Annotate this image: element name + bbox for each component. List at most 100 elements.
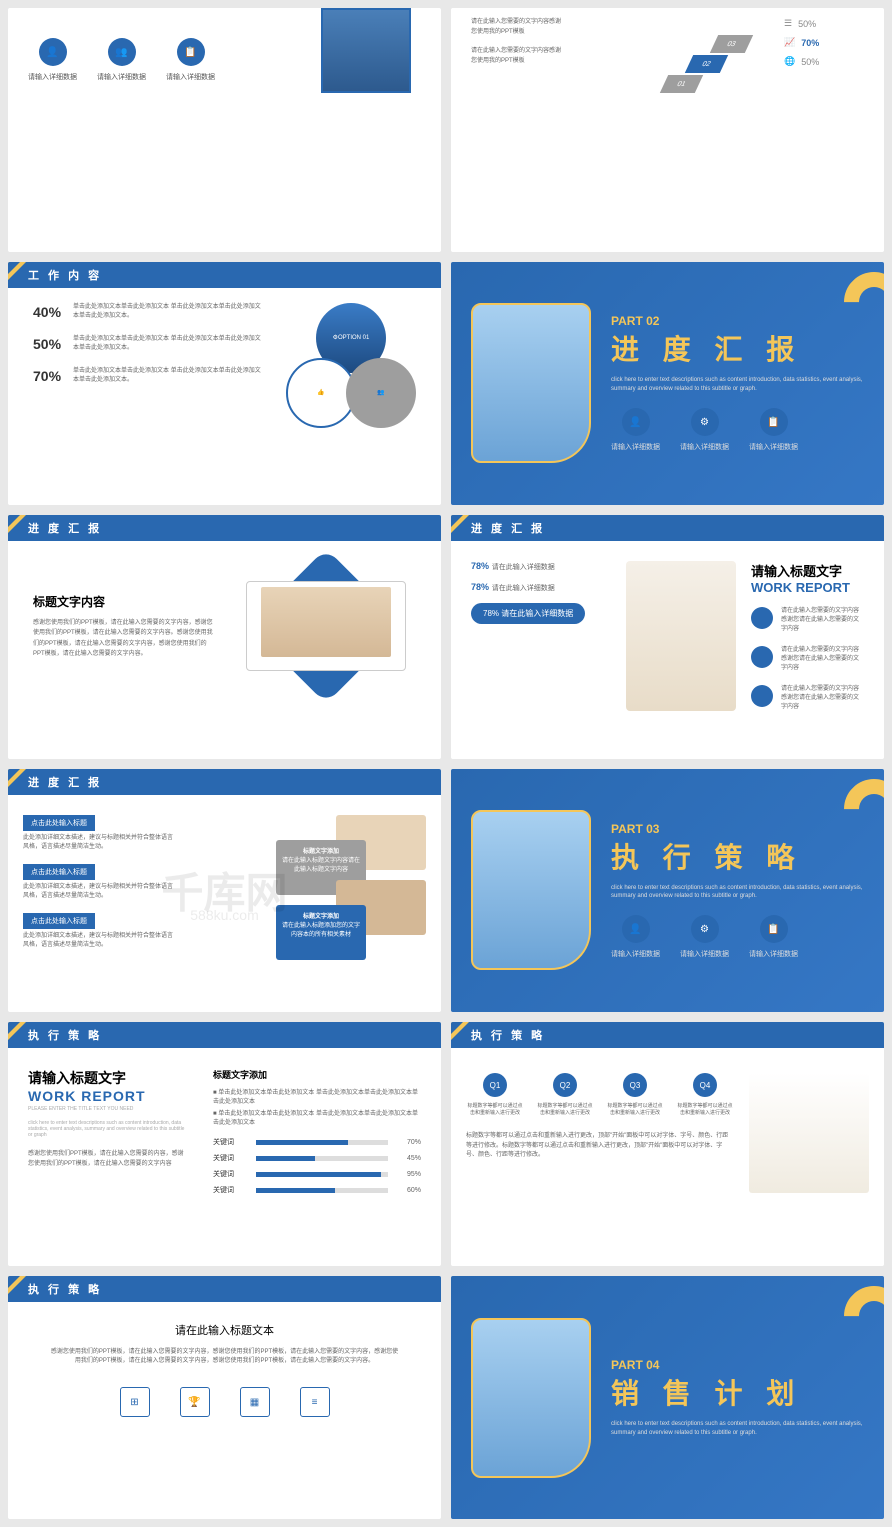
section-image — [471, 1318, 591, 1478]
percent-row: 70% 单击此处添加文本单击此处添加文本 单击此处添加文本单击此处添加文本单击此处… — [33, 367, 261, 385]
percent-row: 50% 单击此处添加文本单击此处添加文本 单击此处添加文本单击此处添加文本单击此处… — [33, 335, 261, 353]
clipboard-icon: 📋 — [760, 915, 788, 943]
steps-diagram: 01 02 03 — [664, 18, 764, 98]
slide-4-section: PART 02 进 度 汇 报 click here to enter text… — [451, 262, 884, 506]
item-text: 请在此输入您需要的文字内容感谢您请在此输入您需要的文字内容 — [781, 607, 864, 634]
report-sub: WORK REPORT — [28, 1088, 188, 1104]
icon-label: 请输入详细数据 — [166, 72, 215, 82]
user-icon: 👤 — [622, 915, 650, 943]
icon-label: 请输入详细数据 — [97, 72, 146, 82]
quarter-item: Q3 标题数字等都可以通过点击和重新输入进行更改 — [606, 1073, 664, 1117]
users-icon: 👥 — [108, 38, 136, 66]
bell-icon — [751, 646, 773, 668]
q-text: 标题数字等都可以通过点击和重新输入进行更改 — [536, 1103, 594, 1117]
part-label: PART 04 — [611, 1358, 864, 1372]
quarter-item: Q2 标题数字等都可以通过点击和重新输入进行更改 — [536, 1073, 594, 1117]
quarter-item: Q1 标题数字等都可以通过点击和重新输入进行更改 — [466, 1073, 524, 1117]
stat-value: 50% — [798, 19, 816, 29]
blue-box: 标题文字添加请在此输入标题添加您的文字内容本的所有相关素材 — [276, 905, 366, 960]
icon-label: 请输入详细数据 — [28, 72, 77, 82]
report-title: 请输入标题文字 — [28, 1068, 188, 1088]
slide-7: 进 度 汇 报 点击此处输入标题 此处添加详细文本描述，建议与标题相关并符合整体… — [8, 769, 441, 1013]
quarter-desc: 标题数字等都可以通过点击和重新输入进行更改，顶部"开始"面板中可以对字体、字号、… — [466, 1132, 734, 1161]
content-desc: 感谢您使用我们的PPT模板，请在此输入您需要的文字内容，感谢您使用我们的PPT模… — [50, 1348, 400, 1367]
percent-value: 40% — [33, 304, 61, 320]
q-text: 标题数字等都可以通过点击和重新输入进行更改 — [606, 1103, 664, 1117]
chart-icon: 📈 — [784, 37, 795, 48]
report-note: click here to enter text descriptions su… — [28, 1120, 188, 1138]
venn-option-3: 👥 — [346, 358, 416, 428]
q2-circle: Q2 — [553, 1073, 577, 1097]
user-icon: 👤 — [622, 408, 650, 436]
icon-label: 请输入详细数据 — [680, 949, 729, 959]
mail-icon — [751, 685, 773, 707]
slide-6: 进 度 汇 报 78% 请在此输入详细数据 78% 请在此输入详细数据 78% … — [451, 515, 884, 759]
text-line: 您使用我的PPT模板 — [471, 28, 644, 38]
percent-text: 单击此处添加文本单击此处添加文本 单击此处添加文本单击此处添加文本单击此处添加文… — [73, 303, 261, 321]
user-icon: 👤 — [39, 38, 67, 66]
tag-button: 点击此处输入标题 — [23, 864, 95, 880]
stat-row: 🌐50% — [784, 56, 864, 67]
stat-value: 50% — [801, 57, 819, 67]
setting-icon: ⚙ — [691, 408, 719, 436]
laptop-image — [749, 1073, 869, 1193]
slide-header: 执 行 策 略 — [451, 1022, 884, 1048]
slide-header: 进 度 汇 报 — [8, 769, 441, 795]
layers-icon: ≡ — [300, 1387, 330, 1417]
tag-button: 点击此处输入标题 — [23, 815, 95, 831]
slide-5: 进 度 汇 报 标题文字内容 感谢您使用我们的PPT模板，请在此输入您需要的文字… — [8, 515, 441, 759]
slide-9: 执 行 策 略 请输入标题文字 WORK REPORT PLEASE ENTER… — [8, 1022, 441, 1266]
building-image — [321, 8, 411, 93]
percent-value: 70% — [33, 368, 61, 384]
q1-circle: Q1 — [483, 1073, 507, 1097]
slide-12-section: PART 04 销 售 计 划 click here to enter text… — [451, 1276, 884, 1520]
hierarchy-icon: ⊞ — [120, 1387, 150, 1417]
bar-title: 标题文字添加 — [213, 1068, 421, 1081]
content-title: 标题文字内容 — [33, 593, 216, 610]
section-image — [471, 810, 591, 970]
quarter-item: Q4标题数字等都可以通过点击和重新输入进行更改 — [676, 1073, 734, 1117]
part-desc: click here to enter text descriptions su… — [611, 1420, 864, 1437]
content-desc: 感谢您使用我们的PPT模板，请在此输入您需要的文字内容，感谢您使用我们的PPT模… — [33, 618, 216, 659]
icon-label: 请输入详细数据 — [611, 442, 660, 452]
q-text: 标题数字等都可以通过点击和重新输入进行更改 — [466, 1103, 524, 1117]
pill-text: 请在此输入详细数据 — [492, 585, 555, 592]
step-02: 02 — [685, 55, 728, 73]
tag-desc: 此处添加详细文本描述，建议与标题相关并符合整体语言风格，语言描述尽量简洁生动。 — [23, 834, 173, 852]
slide-header: 执 行 策 略 — [8, 1022, 441, 1048]
part-title: 销 售 计 划 — [611, 1372, 864, 1412]
trophy-icon: 🏆 — [180, 1387, 210, 1417]
bar-row: 关键词45% — [213, 1153, 421, 1163]
percent-text: 单击此处添加文本单击此处添加文本 单击此处添加文本单击此处添加文本单击此处添加文… — [73, 367, 261, 385]
icon-item: 👤 请输入详细数据 — [28, 38, 77, 82]
q4-circle: Q4 — [693, 1073, 717, 1097]
report-title: 请输入标题文字 — [751, 561, 864, 580]
stat-row: 📈70% — [784, 37, 864, 48]
q3-circle: Q3 — [623, 1073, 647, 1097]
item-text: 请在此输入您需要的文字内容感谢您请在此输入您需要的文字内容 — [781, 685, 864, 712]
part-title: 进 度 汇 报 — [611, 328, 864, 368]
pill-pct: 78% — [471, 582, 489, 592]
report-small: PLEASE ENTER THE TITLE TEXT YOU NEED — [28, 1106, 188, 1112]
icon-item: 📋 请输入详细数据 — [166, 38, 215, 82]
bar-row: 关键词60% — [213, 1185, 421, 1195]
icon-item: 👥 请输入详细数据 — [97, 38, 146, 82]
slide-header: 工 作 内 容 — [8, 262, 441, 288]
bar-row: 关键词70% — [213, 1137, 421, 1147]
slide-header: 进 度 汇 报 — [451, 515, 884, 541]
setting-icon: ⚙ — [691, 915, 719, 943]
text-line: 您使用我的PPT模板 — [471, 57, 644, 67]
step-03: 03 — [710, 35, 753, 53]
bullet: ■ 单击此处添加文本单击此处添加文本 单击此处添加文本单击此处添加文本单击此处添… — [213, 1108, 421, 1126]
percent-text: 单击此处添加文本单击此处添加文本 单击此处添加文本单击此处添加文本单击此处添加文… — [73, 335, 261, 353]
slide-header: 执 行 策 略 — [8, 1276, 441, 1302]
slide-11: 执 行 策 略 请在此输入标题文本 感谢您使用我们的PPT模板，请在此输入您需要… — [8, 1276, 441, 1520]
slide-10: 执 行 策 略 Q1 标题数字等都可以通过点击和重新输入进行更改 Q2 标题数字等都… — [451, 1022, 884, 1266]
clipboard-icon: 📋 — [177, 38, 205, 66]
slide-1: 👤 请输入详细数据 👥 请输入详细数据 📋 请输入详细数据 — [8, 8, 441, 252]
percent-row: 40% 单击此处添加文本单击此处添加文本 单击此处添加文本单击此处添加文本单击此处… — [33, 303, 261, 321]
step-01: 01 — [660, 75, 703, 93]
percent-value: 50% — [33, 336, 61, 352]
tag-button: 点击此处输入标题 — [23, 913, 95, 929]
content-title: 请在此输入标题文本 — [28, 1322, 421, 1338]
